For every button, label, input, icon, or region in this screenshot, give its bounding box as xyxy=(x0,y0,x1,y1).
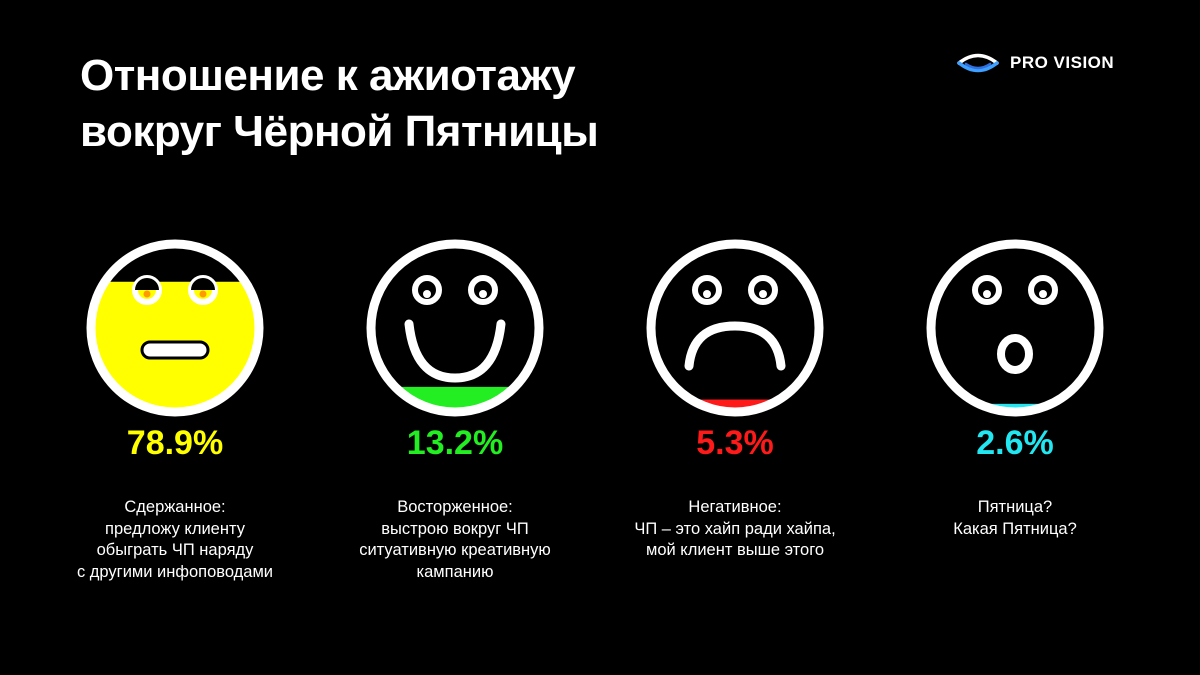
eyelid xyxy=(191,278,215,290)
value-label: 13.2% xyxy=(406,424,504,462)
description-line: с другими инфоповодами xyxy=(76,562,274,581)
title-line-2: вокруг Чёрной Пятницы xyxy=(80,107,599,156)
left-eye xyxy=(412,275,442,305)
description-line: кампанию xyxy=(416,562,494,581)
title-line-1: Отношение к ажиотажу xyxy=(80,51,576,100)
description-line: Какая Пятница? xyxy=(953,519,1077,538)
face-outline xyxy=(646,239,824,417)
left-eye xyxy=(692,275,722,305)
category-description: Негативное: ЧП – это хайп ради хайпа, мой … xyxy=(605,497,865,562)
pupil xyxy=(423,290,431,298)
fill-level-4 xyxy=(935,403,1095,408)
category-name: Негативное: xyxy=(688,498,782,516)
eyelid xyxy=(135,278,159,290)
category-name: Восторженное: xyxy=(397,498,513,516)
description-line: ЧП – это хайп ради хайпа, xyxy=(634,519,836,538)
pupil xyxy=(703,290,711,298)
description-line: мой клиент выше этого xyxy=(645,541,825,559)
mouth xyxy=(997,334,1033,374)
mouth xyxy=(140,340,210,360)
page-title: Отношение к ажиотажу вокруг Чёрной Пятни… xyxy=(80,48,599,160)
category-description: Восторженное: выстрою вокруг ЧП ситуативну… xyxy=(325,497,585,583)
fill-level-3 xyxy=(655,399,815,408)
right-eye xyxy=(1028,275,1058,305)
faces-row xyxy=(0,238,1200,418)
category-description: Сдержанное: предложу клиенту обыграть ЧП н… xyxy=(45,497,305,583)
pupil xyxy=(759,290,767,298)
value-label: 78.9% xyxy=(126,424,224,462)
right-eye xyxy=(748,275,778,305)
pupil xyxy=(143,290,151,298)
category-description: Пятница? Какая Пятница? xyxy=(885,497,1145,540)
face-neutral xyxy=(86,239,264,417)
mouth xyxy=(404,319,506,383)
value-label: 5.3% xyxy=(696,424,774,462)
left-eye xyxy=(972,275,1002,305)
description-line: выстрою вокруг ЧП xyxy=(381,519,529,538)
pupil xyxy=(983,290,991,298)
value-label: 2.6% xyxy=(976,424,1054,462)
brand-logo: PRO VISION xyxy=(956,52,1114,74)
pupil xyxy=(199,290,207,298)
pupil xyxy=(1039,290,1047,298)
face-outline xyxy=(366,239,544,417)
eye-icon xyxy=(957,53,999,73)
brand-name: PRO VISION xyxy=(1010,53,1115,72)
mouth xyxy=(684,321,786,371)
face-surprised xyxy=(926,239,1104,417)
right-eye xyxy=(468,275,498,305)
category-name: Сдержанное: xyxy=(124,498,226,516)
face-sad xyxy=(646,239,824,417)
face-happy xyxy=(366,239,544,417)
pupil xyxy=(479,290,487,298)
category-name: Пятница? xyxy=(977,498,1053,516)
face-outline xyxy=(926,239,1104,417)
description-line: предложу клиенту xyxy=(105,519,245,538)
description-line: обыграть ЧП наряду xyxy=(96,541,254,559)
description-line: ситуативную креативную xyxy=(359,541,551,559)
face-outline xyxy=(86,239,264,417)
